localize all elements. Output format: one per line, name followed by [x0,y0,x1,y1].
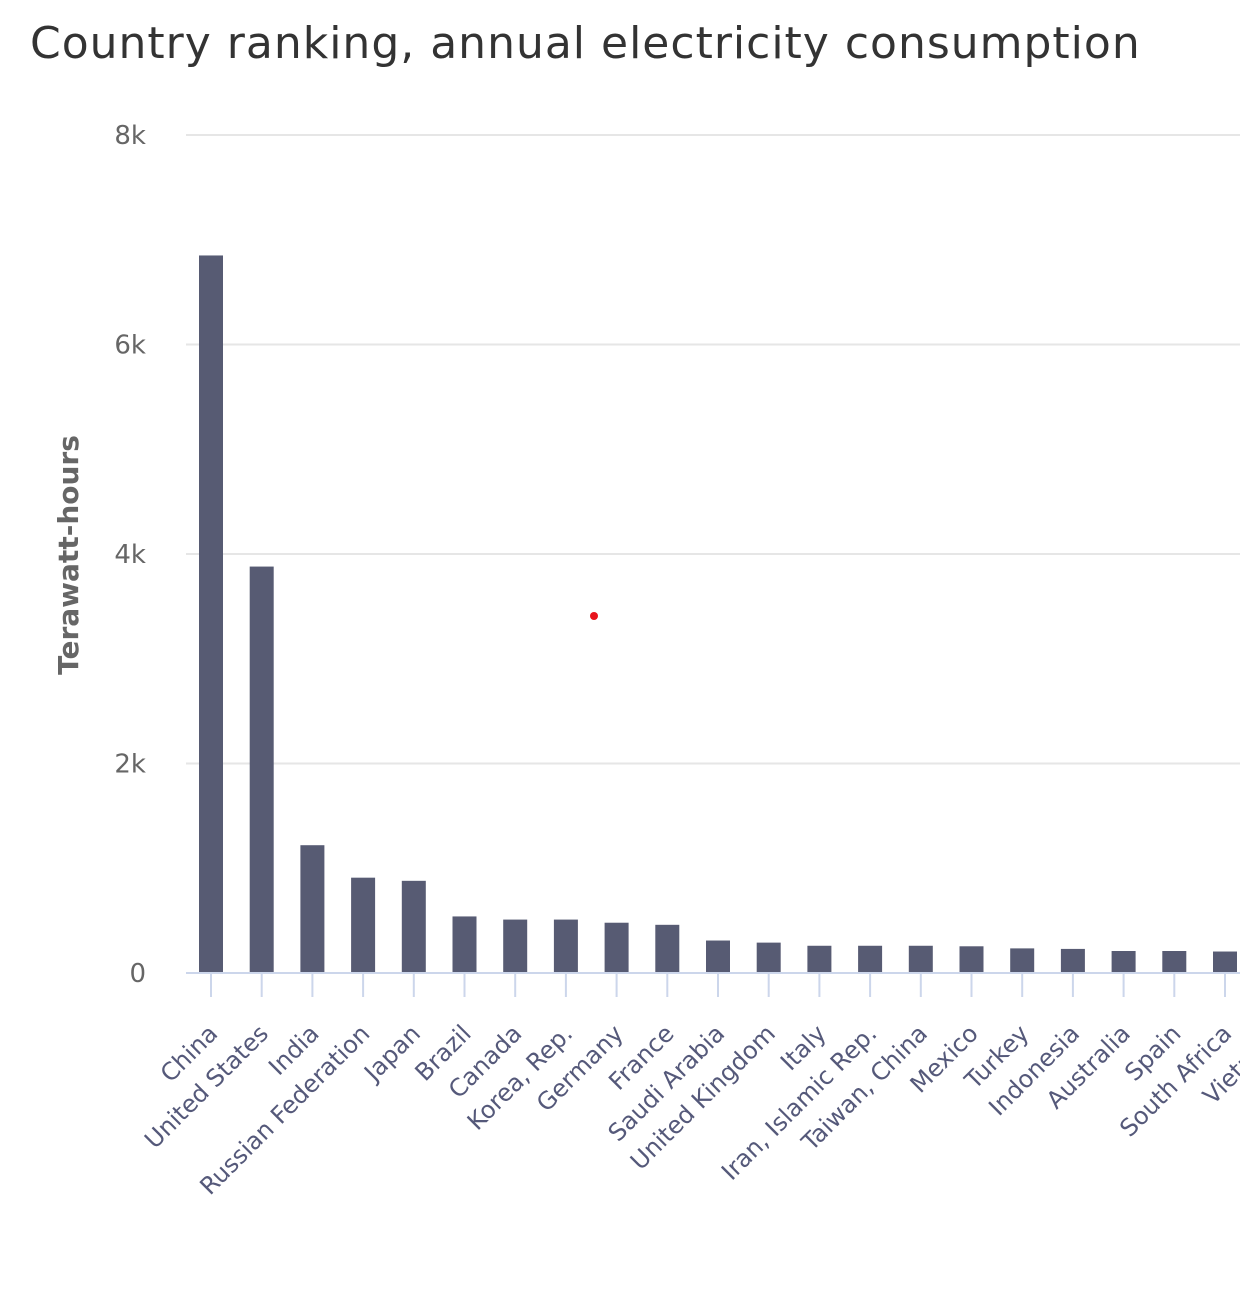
bar [858,945,883,973]
bars [199,255,1237,973]
y-tick-label: 4k [114,540,146,570]
bar [1111,951,1136,973]
chart-title: Country ranking, annual electricity cons… [30,18,1141,69]
bar [452,916,477,973]
y-tick-label: 2k [114,750,146,780]
bar [553,919,578,973]
bar [1213,951,1237,973]
bar [401,880,426,973]
bar [351,877,376,973]
y-axis-ticks: 0 2k 4k 6k 8k [114,121,146,989]
bar [199,255,223,973]
bar [1060,948,1085,973]
x-tick-label: Japan [357,1019,426,1088]
bar [1010,948,1035,973]
bar [706,940,730,973]
bar [959,946,984,973]
bar [604,922,629,973]
y-tick-label: 0 [129,959,146,989]
bar [300,845,325,973]
y-tick-label: 6k [114,331,146,361]
gridlines [186,134,1240,765]
bar [1162,951,1187,973]
y-tick-label: 8k [114,121,146,151]
red-dot-marker [590,612,598,620]
bar [249,566,274,973]
bar [756,942,781,973]
bar [807,945,832,973]
bar [908,945,933,973]
y-axis-title: Terawatt-hours [52,435,85,675]
bar [503,919,528,973]
bar [655,924,680,973]
